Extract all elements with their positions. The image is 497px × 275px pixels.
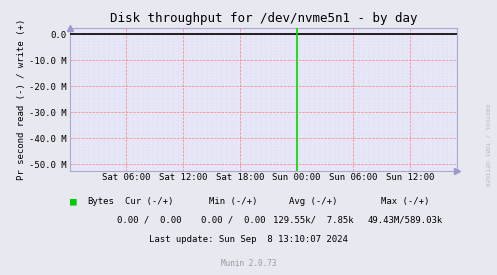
Text: 49.43M/589.03k: 49.43M/589.03k xyxy=(367,216,443,225)
Text: Munin 2.0.73: Munin 2.0.73 xyxy=(221,258,276,268)
Text: Bytes: Bytes xyxy=(87,197,114,206)
Text: 0.00 /  0.00: 0.00 / 0.00 xyxy=(117,216,181,225)
Text: Min (-/+): Min (-/+) xyxy=(209,197,258,206)
Text: ■: ■ xyxy=(70,197,77,207)
Text: 0.00 /  0.00: 0.00 / 0.00 xyxy=(201,216,266,225)
Text: Last update: Sun Sep  8 13:10:07 2024: Last update: Sun Sep 8 13:10:07 2024 xyxy=(149,235,348,244)
Text: RRDTOOL / TOBI OETIKER: RRDTOOL / TOBI OETIKER xyxy=(485,104,490,187)
Text: 129.55k/  7.85k: 129.55k/ 7.85k xyxy=(273,216,353,225)
Text: Max (-/+): Max (-/+) xyxy=(381,197,429,206)
Title: Disk throughput for /dev/nvme5n1 - by day: Disk throughput for /dev/nvme5n1 - by da… xyxy=(110,12,417,25)
Y-axis label: Pr second read (-) / write (+): Pr second read (-) / write (+) xyxy=(17,18,26,180)
Text: Cur (-/+): Cur (-/+) xyxy=(125,197,173,206)
Text: Avg (-/+): Avg (-/+) xyxy=(289,197,337,206)
